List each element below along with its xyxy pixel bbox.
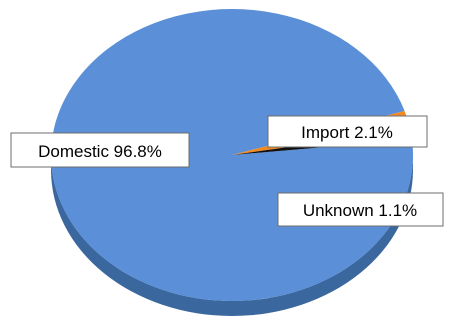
- data-label-unknown: Unknown 1.1%: [277, 192, 444, 227]
- data-label-import: Import 2.1%: [267, 115, 428, 148]
- data-label-domestic: Domestic 96.8%: [10, 132, 190, 168]
- label-text-import: Import 2.1%: [301, 123, 393, 142]
- label-box-import: [267, 115, 428, 148]
- pie-slice-domestic: [51, 9, 414, 302]
- label-text-domestic: Domestic 96.8%: [38, 142, 162, 161]
- label-text-unknown: Unknown 1.1%: [303, 201, 417, 220]
- label-box-unknown: [277, 192, 444, 227]
- label-box-domestic: [10, 132, 190, 168]
